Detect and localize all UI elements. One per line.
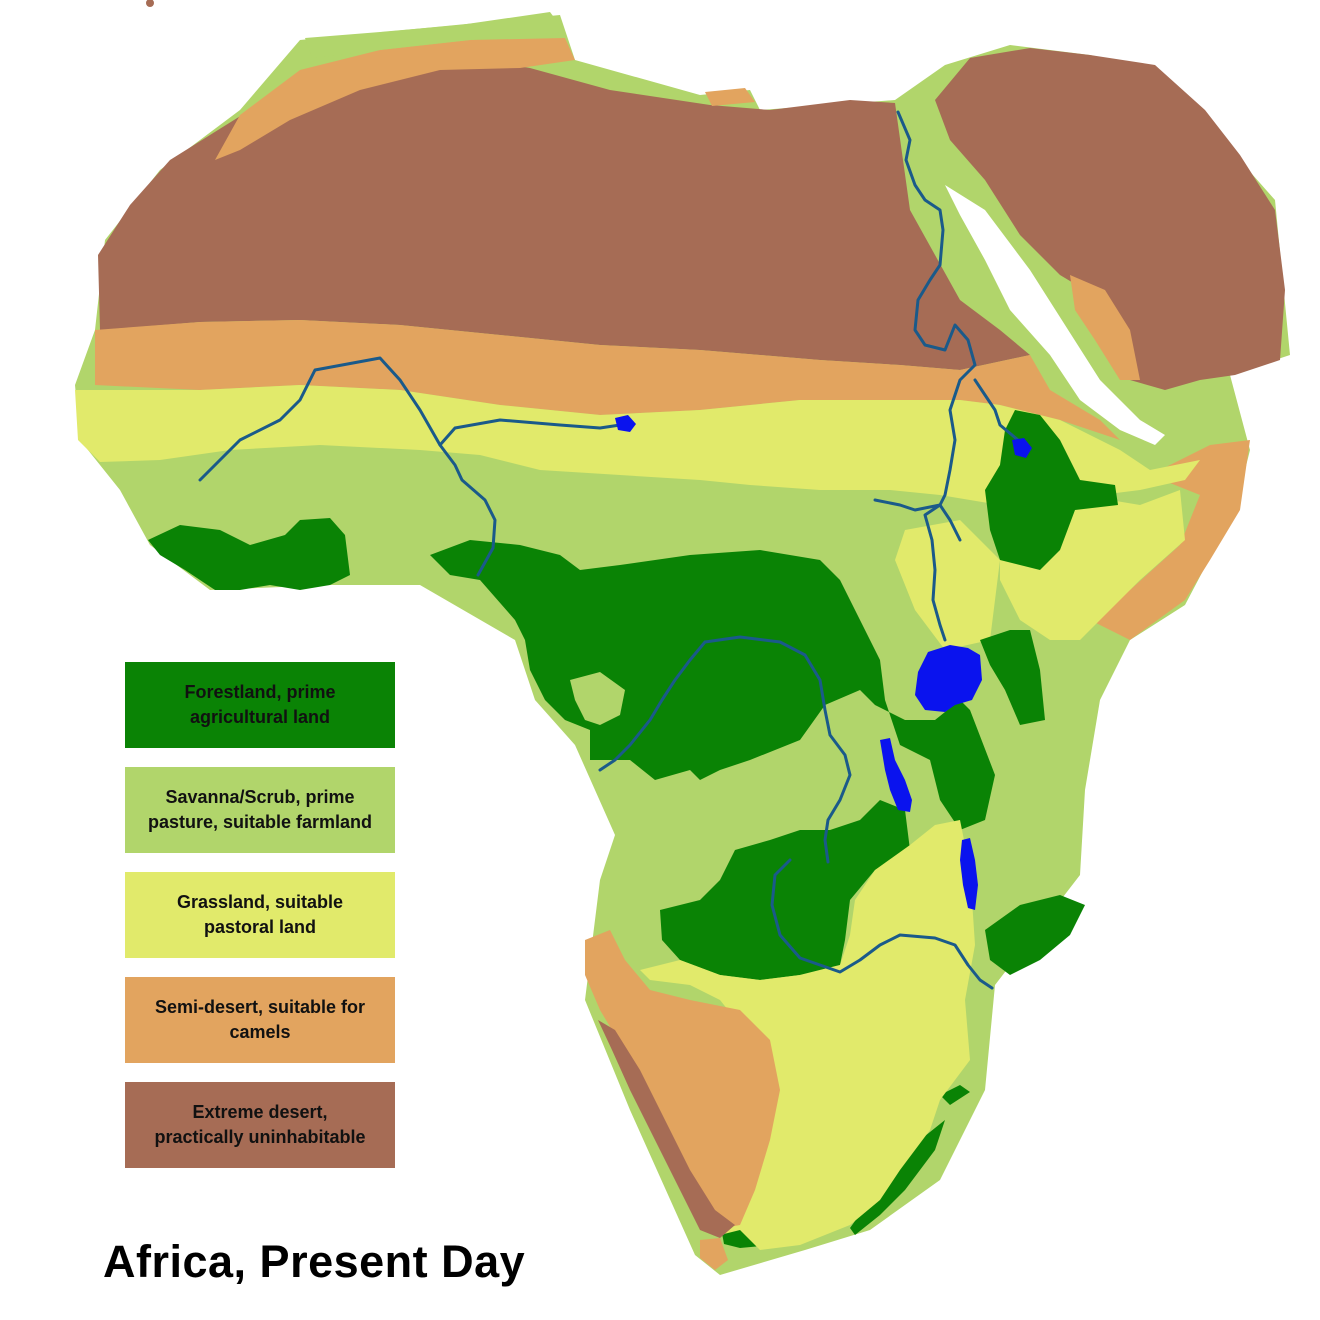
lake-victoria[interactable] (915, 645, 982, 712)
zone-forest-mozambique (985, 895, 1085, 975)
red-sea (945, 185, 1165, 445)
legend-label-forest: Forestland, prime agricultural land (184, 682, 336, 727)
river-nile (896, 110, 977, 642)
zone-grassland-south (640, 820, 975, 1250)
legend-item-savanna: Savanna/Scrub, prime pasture, suitable f… (125, 767, 395, 853)
zone-semi-desert-maghreb (215, 38, 575, 160)
map-title: Africa, Present Day (103, 1236, 526, 1287)
legend-label-grassland: Grassland, suitable pastoral land (176, 892, 344, 937)
lake-tana[interactable] (1012, 438, 1032, 458)
legend-item-semi-desert: Semi-desert, suitable for camels (125, 977, 395, 1063)
zone-semi-desert-kalahari (585, 930, 780, 1230)
legend-item-grassland: Grassland, suitable pastoral land (125, 872, 395, 958)
rivers (198, 110, 1020, 990)
river-white-nile-branch (873, 498, 962, 542)
zone-forest-west (148, 518, 350, 590)
river-congo (598, 635, 852, 864)
zone-semi-desert-cape-tip (700, 1238, 728, 1270)
legend-label-semi-desert: Semi-desert, suitable for camels (154, 997, 366, 1042)
lake-malawi[interactable] (960, 838, 978, 910)
river-blue-nile (973, 378, 1020, 442)
zone-grassland-uganda (895, 520, 1000, 650)
river-niger (198, 356, 497, 577)
river-niger-branch (438, 418, 622, 447)
zone-grassland-maghreb (305, 12, 565, 58)
zone-forest-south-central (660, 800, 910, 980)
zone-semi-desert-libya-coast (705, 88, 755, 106)
legend-item-extreme-desert: Extreme desert, practically uninhabitabl… (125, 1082, 395, 1168)
zone-forest-kenya (980, 630, 1045, 725)
zone-grassland-sahel (75, 385, 1200, 505)
river-zambezi (770, 858, 994, 990)
zone-extreme-desert-north (98, 55, 1030, 370)
zone-extreme-desert-arabia (935, 48, 1285, 390)
legend-label-extreme-desert: Extreme desert, practically uninhabitabl… (154, 1102, 366, 1147)
map-speck (146, 0, 154, 7)
zone-semi-desert-arabia-south (1070, 275, 1140, 380)
lake-chad[interactable] (615, 415, 636, 432)
legend-label-savanna: Savanna/Scrub, prime pasture, suitable f… (147, 787, 373, 832)
zone-extreme-desert-namib (598, 1020, 735, 1238)
zone-semi-desert-sahel (95, 320, 1120, 440)
zone-forest-central (430, 540, 995, 830)
lake-tanganyika[interactable] (880, 738, 912, 812)
legend-item-forest: Forestland, prime agricultural land (125, 662, 395, 748)
zone-savanna-gabon (570, 672, 625, 725)
